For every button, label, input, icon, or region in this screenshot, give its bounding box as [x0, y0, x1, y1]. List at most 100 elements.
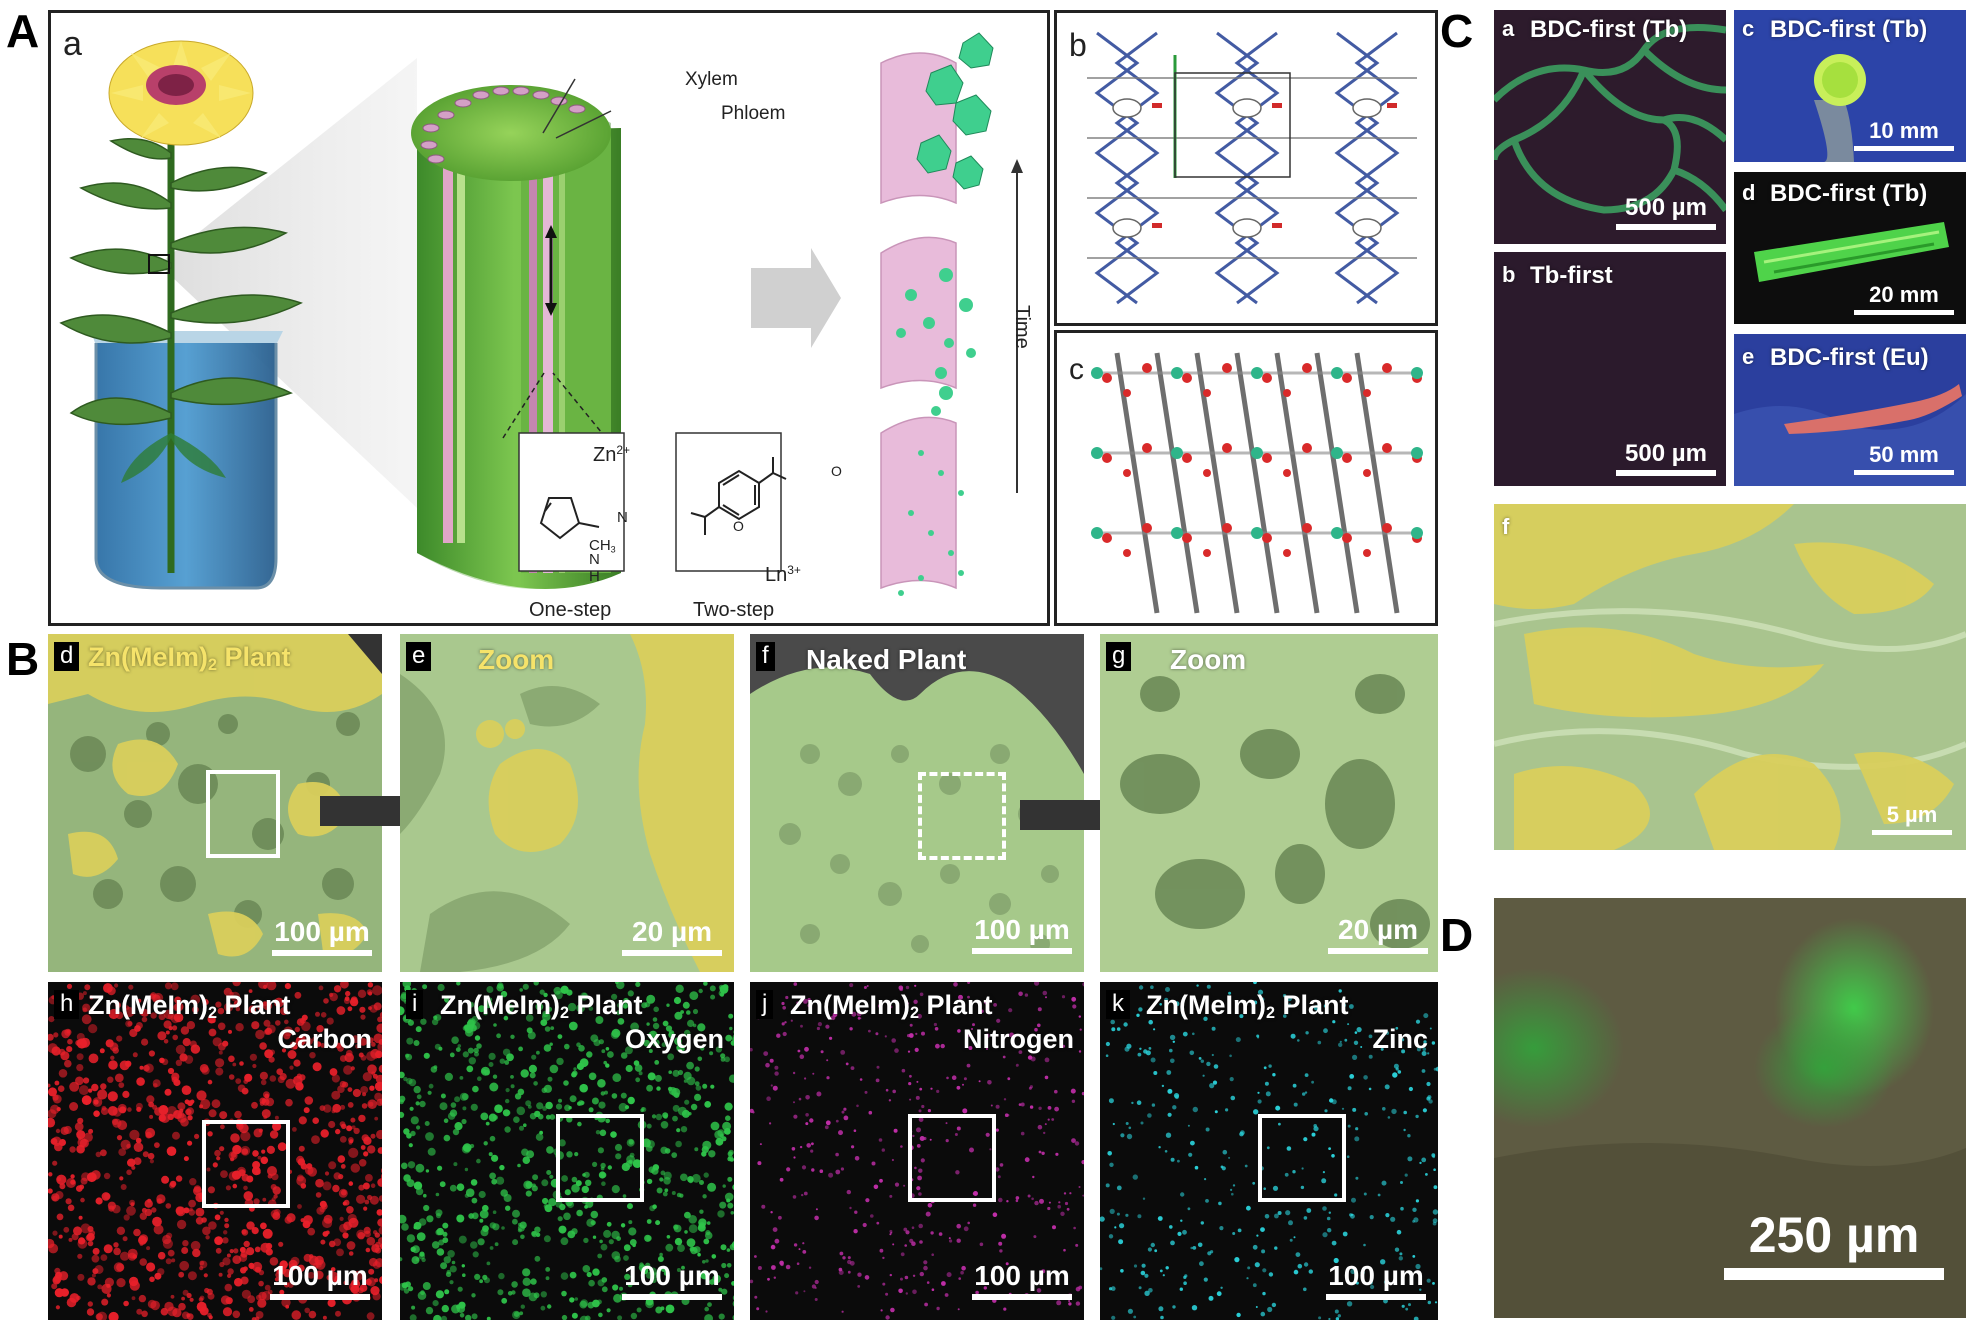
eds-map-roi-box: [556, 1114, 644, 1202]
eds-speckle-zinc: [1100, 982, 1438, 1320]
panel-C-f-tag: f: [1502, 514, 1510, 539]
fluorescence-network-a: [1494, 10, 1726, 244]
panel-C-a-scalebar: 500 µm: [1616, 194, 1716, 230]
eds-map-title-pre: Zn(MeIm): [88, 990, 208, 1020]
sem-texture-e: [400, 634, 734, 972]
eds-map-roi-box: [908, 1114, 996, 1202]
figure-letter-D: D: [1440, 909, 1474, 961]
panel-C-e-tag: e: [1742, 344, 1755, 369]
panel-B-g-scale-text: 20 µm: [1338, 914, 1418, 945]
eds-map-scalebar: 100 µm: [972, 1260, 1072, 1300]
eds-map-title-sub: 2: [559, 1004, 569, 1023]
panel-C-c-scale-bar: [1854, 146, 1954, 151]
panel-B-f-scale-text: 100 µm: [974, 914, 1070, 945]
panel-C-f-sem: f 5 µm: [1494, 504, 1966, 850]
zif-lattice-drawing: [1087, 31, 1417, 305]
ln-charge: 3+: [787, 563, 801, 577]
panel-C-d-scale-bar: [1854, 310, 1954, 315]
eds-map-title-sub: 2: [909, 1004, 919, 1023]
panel-B-d-sem: d Zn(MeIm)2 Plant 100 µm: [48, 634, 382, 972]
panel-C-b-scale-bar: [1616, 470, 1716, 476]
panel-B-g-sem: g Zoom 20 µm: [1100, 634, 1438, 972]
panel-B-d-tag: d: [54, 642, 80, 672]
panel-C-e-scale-bar: [1854, 470, 1954, 475]
one-step-label: One-step: [529, 599, 612, 621]
panel-B-f-scalebar: 100 µm: [972, 914, 1072, 954]
eds-map-scale-text: 100 µm: [1328, 1260, 1424, 1291]
panel-A-b-structure: b: [1054, 10, 1438, 326]
n-atom-2: N: [589, 551, 600, 568]
panel-C-a-fluorescence: a BDC-first (Tb) 500 µm: [1494, 10, 1726, 244]
eds-map-oxygen: i Zn(MeIm)2 Plant Oxygen 100 µm: [400, 982, 734, 1320]
panel-C-e-photo: e BDC-first (Eu) 50 mm: [1734, 334, 1966, 486]
ln-symbol: Ln: [765, 564, 788, 587]
panel-C-d-title: BDC-first (Tb): [1770, 180, 1928, 207]
zn-ion-label: Zn2+: [593, 443, 630, 467]
eds-map-title-sub: 2: [207, 1004, 217, 1023]
panel-C-b-fluorescence: b Tb-first 500 µm: [1494, 252, 1726, 486]
panel-B-f-zoom-box: [918, 772, 1006, 860]
time-label: Time: [1011, 305, 1033, 349]
eds-map-scale-text: 100 µm: [974, 1260, 1070, 1291]
eds-speckle-nitrogen: [750, 982, 1084, 1320]
panel-C-c-scale-text: 10 mm: [1869, 118, 1939, 143]
panel-A-schematic: a: [48, 10, 1050, 626]
panel-B-f-tag: f: [756, 642, 775, 672]
panel-C-b-scalebar: 500 µm: [1616, 440, 1716, 476]
panel-B-d-scale-text: 100 µm: [274, 916, 370, 947]
eds-speckle-carbon: [48, 982, 382, 1320]
panel-C-c-scalebar: 10 mm: [1854, 118, 1954, 151]
eds-map-roi-box: [202, 1120, 290, 1208]
o-minus-top: O: [831, 463, 842, 479]
sunflower-head-icon: [108, 40, 254, 146]
panel-A-schematic-drawing: [59, 32, 1023, 596]
panel-C-c-title: BDC-first (Tb): [1770, 16, 1928, 43]
stem-cross-section: [411, 85, 611, 181]
panel-B-e-scale-text: 20 µm: [632, 916, 712, 947]
panel-D-scale-bar: [1724, 1268, 1944, 1280]
fluorescence-D: [1494, 898, 1966, 1318]
ch3-subscript: 3: [610, 544, 616, 555]
ln-bdc-lattice-drawing: [1091, 352, 1423, 614]
eds-map-tag: h: [54, 990, 80, 1020]
photo-e: [1734, 334, 1966, 486]
panel-C-e-scalebar: 50 mm: [1854, 442, 1954, 475]
panel-B-e-scale-bar: [622, 950, 722, 956]
panel-B-g-title: Zoom: [1170, 644, 1247, 675]
panel-C-d-scalebar: 20 mm: [1854, 282, 1954, 315]
panel-C-b-scale-text: 500 µm: [1625, 440, 1707, 467]
eds-map-scale-bar: [622, 1294, 722, 1300]
eds-map-title-post: Plant: [217, 990, 291, 1020]
panel-C-c-photo: c BDC-first (Tb) 10 mm: [1734, 10, 1966, 162]
panel-A-a-label: a: [63, 25, 82, 63]
panel-B-d-zoom-box: [206, 770, 280, 858]
eds-map-tag: i: [406, 990, 424, 1020]
panel-C-f-scale-bar: [1872, 830, 1952, 835]
eds-map-element-label: Carbon: [277, 1024, 373, 1054]
eds-map-title-post: Plant: [569, 990, 643, 1020]
sem-texture-f: [750, 634, 1084, 972]
panel-C-d-scale-text: 20 mm: [1869, 282, 1939, 307]
eds-map-scale-text: 100 µm: [624, 1260, 720, 1291]
panel-B-d-scale-bar: [272, 950, 372, 956]
eds-map-scale-bar: [972, 1294, 1072, 1300]
panel-A-c-label: c: [1069, 353, 1084, 386]
panel-B-d-title-sub: 2: [207, 656, 217, 675]
eds-map-scalebar: 100 µm: [270, 1260, 370, 1300]
eds-map-title-post: Plant: [919, 990, 993, 1020]
panel-B-d-scalebar: 100 µm: [272, 916, 372, 956]
panel-B-e-scalebar: 20 µm: [622, 916, 722, 956]
zn-symbol: Zn: [593, 444, 617, 467]
panel-C-e-title: BDC-first (Eu): [1770, 344, 1929, 371]
panel-B-g-scale-bar: [1328, 948, 1428, 954]
h-atom: H: [589, 568, 600, 585]
panel-B-e-sem: e Zoom 20 µm: [400, 634, 734, 972]
panel-B-f-title: Naked Plant: [806, 644, 967, 675]
ch3-label: CH3: [589, 537, 616, 554]
panel-B-f-scale-bar: [972, 948, 1072, 954]
figure-letter-B: B: [6, 633, 40, 685]
panel-C-a-scale-text: 500 µm: [1625, 194, 1707, 221]
sem-texture-g: [1100, 634, 1438, 972]
panel-A-b-label: b: [1069, 27, 1087, 63]
